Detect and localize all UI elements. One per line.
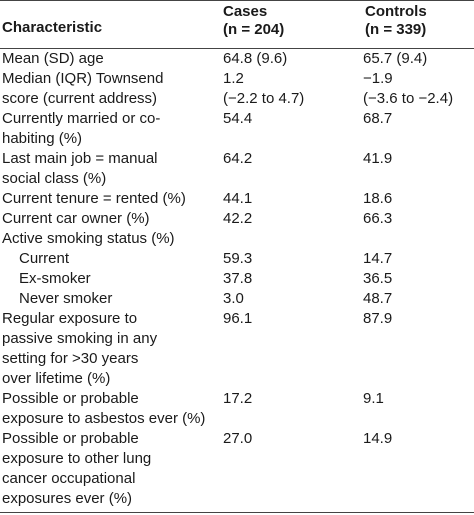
table-row: Active smoking status (%) [0,229,474,249]
row-cases-value: 1.2 (−2.2 to 4.7) [223,69,304,109]
header-controls: Controls (n = 339) [365,3,427,39]
row-controls-value: 48.7 [363,289,392,309]
controls-value-line: 14.9 [363,430,393,447]
row-controls-value: 18.6 [363,189,392,209]
table-row: Mean (SD) age 64.8 (9.6) 65.7 (9.4) [0,49,474,69]
controls-value-line: 14.7 [363,250,393,267]
row-controls-value: 68.7 [363,109,392,129]
row-characteristic: Median (IQR) Townsend score (current add… [2,70,164,107]
table-header: Characteristic Cases (n = 204) Controls … [0,0,474,49]
controls-value-line: 48.7 [363,290,393,307]
header-characteristic: Characteristic [2,19,103,36]
row-characteristic: Possible or probable exposure to asbesto… [2,390,206,427]
row-characteristic: Active smoking status (%) [2,230,175,247]
cases-value-line: 54.4 [223,110,253,127]
controls-value-line: 68.7 [363,110,393,127]
cases-value-line: 96.1 [223,310,253,327]
cases-value-line: 59.3 [223,250,253,267]
row-characteristic: Currently married or co- habiting (%) [2,110,161,147]
row-cases-value: 44.1 [223,189,252,209]
row-cases-value: 64.8 (9.6) [223,49,287,69]
row-cases-value: 3.0 [223,289,244,309]
row-cases-value: 17.2 [223,389,252,409]
header-controls-title: Controls [365,3,427,20]
table-body: Mean (SD) age 64.8 (9.6) 65.7 (9.4) Median … [0,49,474,509]
table-row: Regular exposure to passive smoking in a… [0,309,474,389]
row-cases-value: 54.4 [223,109,252,129]
row-characteristic: Possible or probable exposure to other l… [2,430,152,507]
cases-value-line: 27.0 [223,430,253,447]
table-row: Current tenure = rented (%) 44.1 18.6 [0,189,474,209]
cases-value-line: 3.0 [223,290,244,307]
controls-value-line: 65.7 (9.4) [363,50,428,67]
table-row: Possible or probable exposure to other l… [0,429,474,509]
row-characteristic: Mean (SD) age [2,50,104,67]
cases-value-line: 44.1 [223,190,253,207]
header-controls-n: (n = 339) [365,21,427,38]
row-characteristic: Regular exposure to passive smoking in a… [2,310,158,387]
cases-value-line: 37.8 [223,270,253,287]
row-characteristic: Current tenure = rented (%) [2,190,186,207]
header-cases: Cases (n = 204) [223,3,284,39]
controls-value-line: 18.6 [363,190,393,207]
table-row: Ex-smoker 37.8 36.5 [0,269,474,289]
cases-value-line: (−2.2 to 4.7) [223,90,305,107]
row-controls-value: 14.9 [363,429,392,449]
row-cases-value: 59.3 [223,249,252,269]
table-row: Last main job = manual social class (%) 6… [0,149,474,189]
row-controls-value: 87.9 [363,309,392,329]
controls-value-line: 9.1 [363,390,384,407]
row-cases-value: 37.8 [223,269,252,289]
row-controls-value: 9.1 [363,389,384,409]
controls-value-line: 66.3 [363,210,393,227]
controls-value-line: 41.9 [363,150,393,167]
header-cases-title: Cases [223,3,268,20]
cases-value-line: 64.2 [223,150,253,167]
row-characteristic: Never smoker [19,290,113,307]
row-cases-value: 42.2 [223,209,252,229]
row-characteristic: Last main job = manual social class (%) [2,150,158,187]
row-controls-value: −1.9 (−3.6 to −2.4) [363,69,453,109]
table-row: Current 59.3 14.7 [0,249,474,269]
row-characteristic: Ex-smoker [19,270,91,287]
table-row: Current car owner (%) 42.2 66.3 [0,209,474,229]
cases-value-line: 17.2 [223,390,253,407]
row-cases-value: 27.0 [223,429,252,449]
row-characteristic: Current car owner (%) [2,210,150,227]
cases-value-line: 42.2 [223,210,253,227]
row-controls-value: 66.3 [363,209,392,229]
table-row: Median (IQR) Townsend score (current add… [0,69,474,109]
table-row: Never smoker 3.0 48.7 [0,289,474,309]
row-controls-value: 65.7 (9.4) [363,49,427,69]
row-characteristic: Current [19,250,70,267]
row-controls-value: 41.9 [363,149,392,169]
bottom-rule [0,512,474,513]
header-cases-n: (n = 204) [223,21,285,38]
row-cases-value: 64.2 [223,149,252,169]
controls-value-line: (−3.6 to −2.4) [363,90,454,107]
row-controls-value: 36.5 [363,269,392,289]
table-row: Possible or probable exposure to asbesto… [0,389,474,429]
cases-value-line: 1.2 [223,70,244,87]
cases-value-line: 64.8 (9.6) [223,50,288,67]
controls-value-line: 87.9 [363,310,393,327]
controls-value-line: −1.9 [363,70,393,87]
controls-value-line: 36.5 [363,270,393,287]
row-controls-value: 14.7 [363,249,392,269]
row-cases-value: 96.1 [223,309,252,329]
table-row: Currently married or co- habiting (%) 54.… [0,109,474,149]
